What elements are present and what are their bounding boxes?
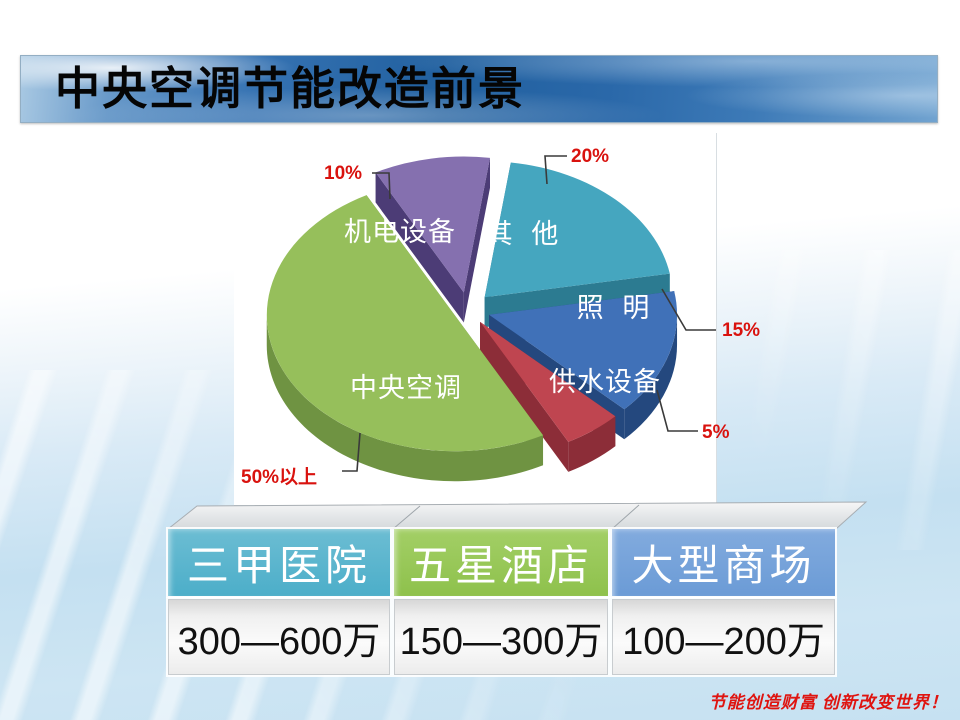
pct-label-5: 5% — [702, 422, 730, 443]
title-banner: 中央空调节能改造前景 — [20, 55, 938, 123]
table-value-mall: 100—200万 — [612, 599, 835, 675]
slide-title: 中央空调节能改造前景 — [55, 64, 526, 114]
slogan-text: 节能创造财富 创新改变世界！ — [708, 693, 948, 712]
pct-label-50plus: 50%以上 — [241, 467, 318, 488]
slice-label-zhongyangkongtiao: 中央空调 — [350, 373, 462, 403]
table-header-hospital: 三甲医院 — [168, 529, 390, 596]
slice-label-gongshuishebei: 供水设备 — [549, 367, 661, 397]
table-value-hospital: 300—600万 — [168, 599, 390, 675]
slice-label-zhaoming: 照 明 — [576, 293, 656, 323]
table-header-hotel: 五星酒店 — [394, 529, 608, 596]
slice-label-qita: 其 他 — [485, 219, 565, 249]
pct-label-20: 20% — [571, 146, 610, 167]
table-column-hotel: 五星酒店 150—300万 — [394, 529, 608, 677]
pct-label-15: 15% — [722, 320, 761, 341]
table-column-mall: 大型商场 100—200万 — [612, 529, 835, 677]
table-column-hospital: 三甲医院 300—600万 — [168, 529, 390, 677]
table-header-mall: 大型商场 — [612, 529, 835, 596]
table-3d-slab — [166, 501, 868, 530]
table-value-hotel: 150—300万 — [394, 599, 608, 675]
pct-label-10: 10% — [324, 163, 363, 184]
slice-label-jidianshebei: 机电设备 — [344, 217, 456, 247]
